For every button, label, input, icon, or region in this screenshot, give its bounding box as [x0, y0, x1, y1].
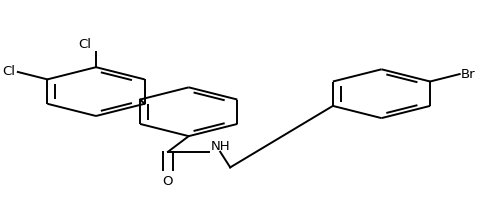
Text: Br: Br [461, 68, 476, 81]
Text: NH: NH [211, 140, 231, 153]
Text: O: O [162, 175, 173, 188]
Text: Cl: Cl [2, 65, 16, 78]
Text: Cl: Cl [78, 38, 91, 51]
